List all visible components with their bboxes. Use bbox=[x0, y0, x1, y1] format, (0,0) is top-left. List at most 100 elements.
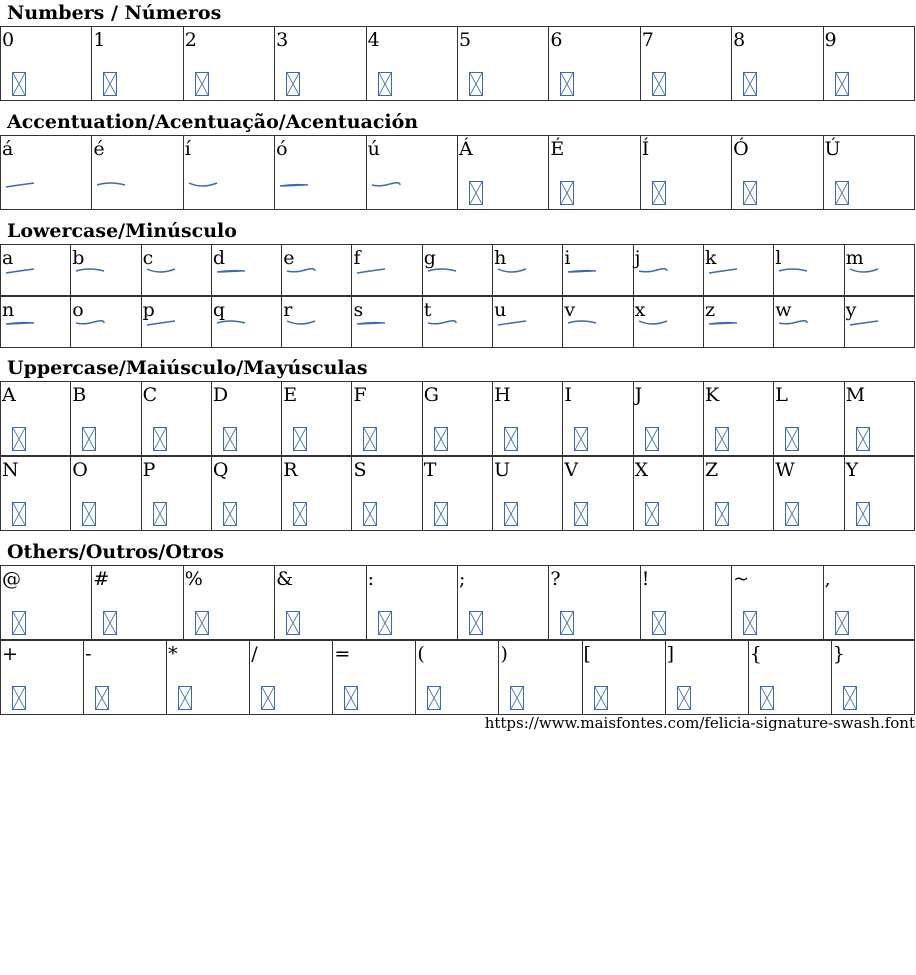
missing-glyph-icon bbox=[286, 611, 301, 635]
source-url[interactable]: https://www.maisfontes.com/felicia-signa… bbox=[484, 714, 915, 732]
missing-glyph-icon bbox=[95, 686, 110, 710]
glyph-cell: @ bbox=[0, 565, 93, 640]
missing-glyph-icon bbox=[714, 427, 729, 451]
missing-glyph-icon bbox=[834, 72, 849, 96]
missing-glyph-icon bbox=[785, 502, 800, 526]
missing-glyph-icon bbox=[377, 72, 392, 96]
glyph-table: @ #% &:;?! ~, bbox=[0, 565, 916, 640]
glyph-label: I bbox=[564, 384, 572, 406]
glyph-cell: Ú bbox=[822, 135, 916, 210]
swash-glyph-icon bbox=[74, 259, 108, 283]
glyph-cell: p bbox=[140, 296, 212, 348]
missing-glyph-icon bbox=[152, 427, 167, 451]
glyph-label: t bbox=[423, 299, 432, 321]
swash-glyph-icon bbox=[496, 311, 530, 335]
glyph-cell: ] bbox=[664, 640, 749, 715]
glyph-cell: E bbox=[281, 381, 353, 456]
glyph-cell: H bbox=[492, 381, 564, 456]
swash-glyph-icon bbox=[848, 311, 882, 335]
missing-glyph-icon bbox=[834, 181, 849, 205]
glyph-label: + bbox=[2, 643, 18, 665]
glyph-cell: [ bbox=[581, 640, 666, 715]
missing-glyph-icon bbox=[152, 502, 167, 526]
swash-glyph-icon bbox=[74, 311, 108, 335]
glyph-cell: t bbox=[421, 296, 494, 348]
glyph-cell: K bbox=[702, 381, 775, 456]
glyph-cell: ! bbox=[639, 565, 733, 640]
glyph-cell: í bbox=[182, 135, 276, 210]
swash-glyph-icon bbox=[4, 259, 38, 283]
swash-glyph-icon bbox=[707, 259, 741, 283]
glyph-label: Á bbox=[458, 138, 473, 160]
glyph-cell: m bbox=[843, 244, 916, 296]
glyph-label: W bbox=[775, 459, 795, 481]
missing-glyph-icon bbox=[103, 611, 118, 635]
glyph-label: x bbox=[634, 299, 646, 321]
glyph-label: D bbox=[212, 384, 229, 406]
glyph-table: + - * / = () [] {} bbox=[0, 640, 916, 715]
glyph-cell: Ó bbox=[731, 135, 824, 210]
glyph-label: p bbox=[142, 299, 155, 321]
glyph-cell: l bbox=[773, 244, 845, 296]
glyph-cell: 3 bbox=[274, 26, 367, 101]
glyph-cell: ó bbox=[274, 135, 367, 210]
missing-glyph-icon bbox=[82, 427, 97, 451]
glyph-label: 5 bbox=[458, 29, 472, 51]
glyph-label: X bbox=[634, 459, 649, 481]
swash-glyph-icon bbox=[285, 259, 319, 283]
glyph-label: @ bbox=[2, 568, 21, 590]
swash-glyph-icon bbox=[355, 259, 389, 283]
glyph-label: 2 bbox=[184, 29, 197, 51]
glyph-label: G bbox=[423, 384, 439, 406]
glyph-label: 8 bbox=[733, 29, 746, 51]
missing-glyph-icon bbox=[344, 686, 359, 710]
glyph-label: i bbox=[564, 247, 571, 269]
glyph-cell: b bbox=[70, 244, 142, 296]
glyph-cell: q bbox=[210, 296, 283, 348]
missing-glyph-icon bbox=[82, 502, 97, 526]
glyph-label: 7 bbox=[641, 29, 654, 51]
swash-glyph-icon bbox=[4, 311, 38, 335]
glyph-cell: L bbox=[773, 381, 845, 456]
missing-glyph-icon bbox=[12, 611, 26, 635]
section-title: Accentuation/Acentuação/Acentuación bbox=[7, 111, 419, 133]
missing-glyph-icon bbox=[855, 427, 870, 451]
glyph-cell: d bbox=[210, 244, 283, 296]
glyph-label: 0 bbox=[2, 29, 15, 51]
glyph-cell: A bbox=[0, 381, 72, 456]
glyph-cell: é bbox=[91, 135, 184, 210]
glyph-cell: á bbox=[0, 135, 93, 210]
glyph-cell: G bbox=[421, 381, 494, 456]
glyph-cell: i bbox=[562, 244, 634, 296]
glyph-cell: S bbox=[351, 456, 423, 531]
section-title: Numbers / Números bbox=[7, 2, 222, 24]
glyph-cell: & bbox=[274, 565, 367, 640]
glyph-label: } bbox=[832, 643, 845, 665]
glyph-cell: k bbox=[702, 244, 775, 296]
glyph-label: e bbox=[283, 247, 295, 269]
glyph-label: & bbox=[276, 568, 294, 590]
glyph-label: T bbox=[423, 459, 437, 481]
glyph-cell: - bbox=[83, 640, 168, 715]
glyph-label: N bbox=[2, 459, 19, 481]
missing-glyph-icon bbox=[433, 502, 448, 526]
glyph-cell: 1 bbox=[91, 26, 184, 101]
glyph-cell: 8 bbox=[731, 26, 824, 101]
glyph-label: w bbox=[775, 299, 792, 321]
glyph-cell: V bbox=[562, 456, 634, 531]
missing-glyph-icon bbox=[12, 72, 26, 96]
glyph-label: ú bbox=[367, 138, 380, 160]
glyph-cell: O bbox=[70, 456, 142, 531]
glyph-cell: C bbox=[140, 381, 212, 456]
glyph-label: ) bbox=[500, 643, 508, 665]
missing-glyph-icon bbox=[504, 502, 519, 526]
glyph-label: h bbox=[494, 247, 507, 269]
missing-glyph-icon bbox=[855, 502, 870, 526]
glyph-label: / bbox=[251, 643, 258, 665]
glyph-cell: 0 bbox=[0, 26, 93, 101]
swash-glyph-icon bbox=[426, 311, 460, 335]
glyph-cell: w bbox=[773, 296, 845, 348]
missing-glyph-icon bbox=[593, 686, 608, 710]
